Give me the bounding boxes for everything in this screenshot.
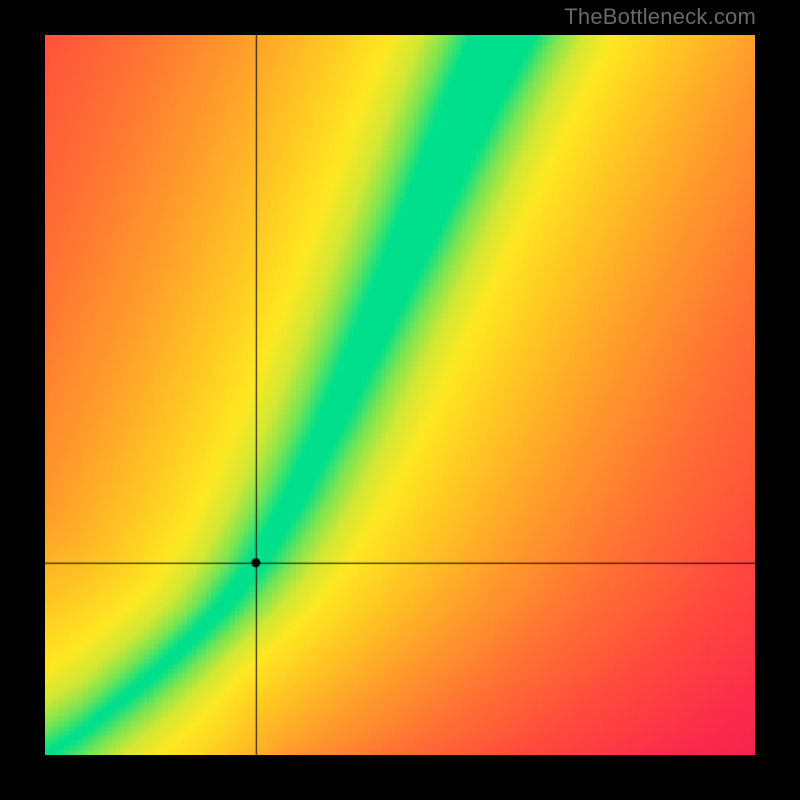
watermark-label: TheBottleneck.com [564, 4, 756, 30]
bottleneck-heatmap [45, 35, 755, 755]
chart-frame: TheBottleneck.com [0, 0, 800, 800]
